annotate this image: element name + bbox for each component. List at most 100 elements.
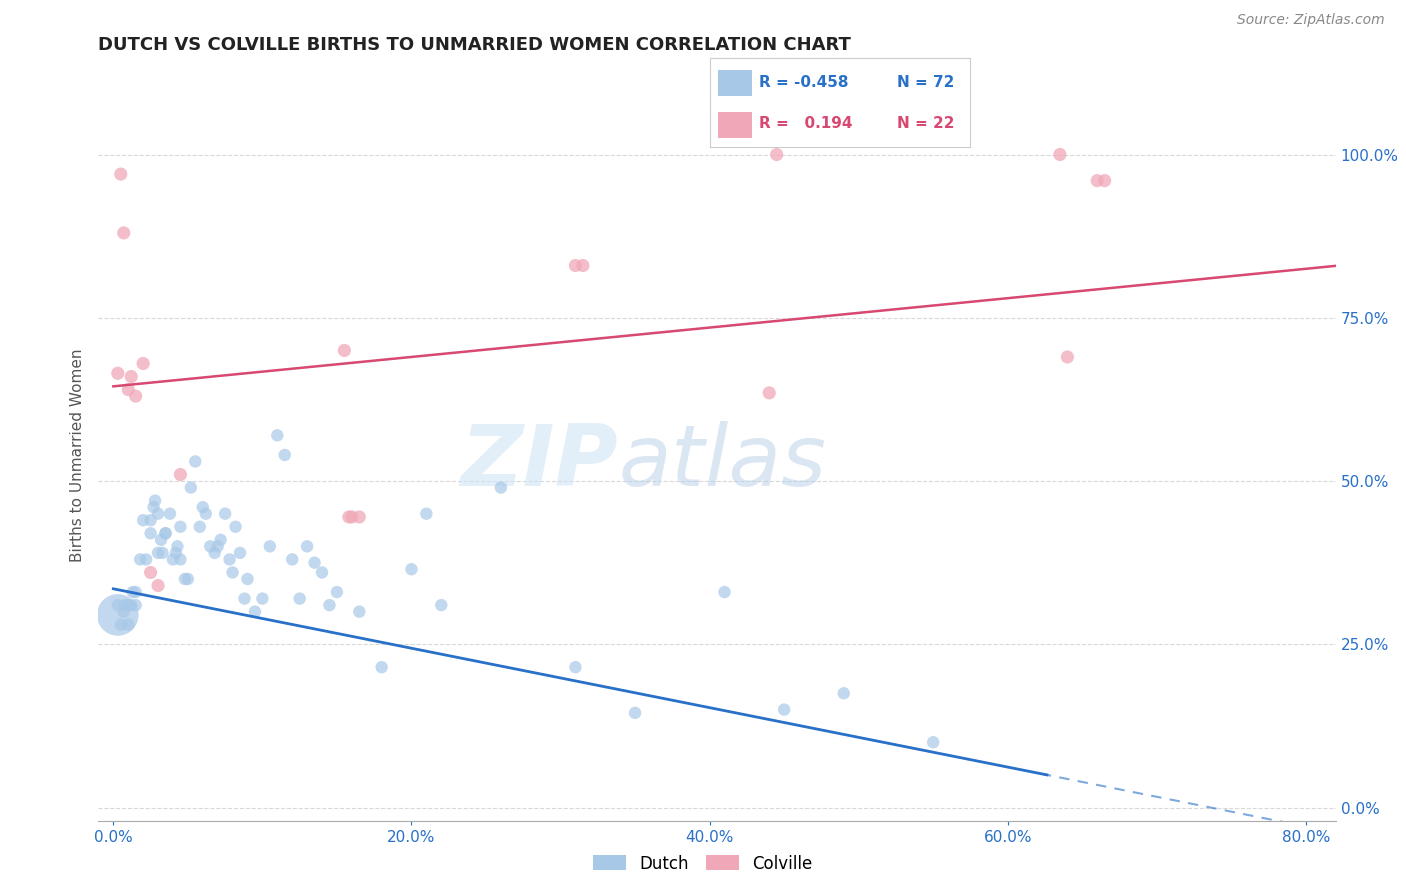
Point	[121, 585, 143, 599]
Point	[318, 598, 340, 612]
Point	[188, 520, 211, 534]
Y-axis label: Births to Unmarried Women: Births to Unmarried Women	[69, 348, 84, 562]
Point	[401, 562, 423, 576]
Text: N = 22: N = 22	[897, 116, 955, 130]
Point	[564, 660, 586, 674]
Point	[166, 539, 188, 553]
Point	[765, 147, 787, 161]
Point	[194, 507, 217, 521]
Point	[125, 389, 148, 403]
Text: R = -0.458: R = -0.458	[759, 76, 849, 90]
Point	[200, 539, 222, 553]
Point	[252, 591, 274, 606]
Point	[150, 533, 173, 547]
Point	[349, 510, 371, 524]
Point	[120, 369, 142, 384]
Point	[304, 556, 326, 570]
Point	[221, 566, 243, 580]
Point	[214, 507, 236, 521]
Point	[132, 513, 155, 527]
Point	[117, 598, 139, 612]
Point	[177, 572, 200, 586]
Point	[922, 735, 945, 749]
Point	[191, 500, 214, 515]
FancyBboxPatch shape	[718, 112, 752, 138]
Point	[832, 686, 855, 700]
Point	[295, 539, 318, 553]
Point	[259, 539, 281, 553]
Text: DUTCH VS COLVILLE BIRTHS TO UNMARRIED WOMEN CORRELATION CHART: DUTCH VS COLVILLE BIRTHS TO UNMARRIED WO…	[98, 36, 851, 54]
Point	[333, 343, 356, 358]
Point	[713, 585, 735, 599]
Point	[117, 617, 139, 632]
Point	[152, 546, 174, 560]
Point	[107, 366, 129, 380]
Point	[184, 454, 207, 468]
Point	[142, 500, 165, 515]
Point	[155, 526, 177, 541]
Point	[129, 552, 152, 566]
Point	[146, 578, 169, 592]
Point	[340, 510, 363, 524]
Point	[125, 598, 148, 612]
Point	[112, 226, 135, 240]
Point	[146, 507, 169, 521]
Point	[107, 598, 129, 612]
FancyBboxPatch shape	[718, 70, 752, 96]
Point	[169, 520, 191, 534]
Point	[173, 572, 195, 586]
Text: Source: ZipAtlas.com: Source: ZipAtlas.com	[1237, 13, 1385, 28]
Point	[139, 526, 162, 541]
Text: atlas: atlas	[619, 421, 827, 504]
Point	[572, 259, 595, 273]
Point	[236, 572, 259, 586]
Point	[135, 552, 157, 566]
Point	[564, 259, 586, 273]
Point	[143, 493, 166, 508]
Point	[110, 167, 132, 181]
Point	[132, 357, 155, 371]
Point	[120, 598, 142, 612]
Point	[159, 507, 181, 521]
Point	[107, 607, 129, 622]
Point	[1049, 147, 1071, 161]
Point	[758, 385, 780, 400]
Point	[370, 660, 392, 674]
Point	[624, 706, 647, 720]
Point	[162, 552, 184, 566]
Point	[218, 552, 240, 566]
Point	[114, 598, 136, 612]
Point	[311, 566, 333, 580]
Point	[229, 546, 252, 560]
Point	[326, 585, 349, 599]
Text: ZIP: ZIP	[460, 421, 619, 504]
Point	[430, 598, 453, 612]
Point	[274, 448, 297, 462]
Point	[117, 383, 139, 397]
Point	[112, 605, 135, 619]
Point	[165, 546, 187, 560]
Point	[204, 546, 226, 560]
Point	[773, 703, 796, 717]
Point	[225, 520, 247, 534]
Point	[337, 510, 360, 524]
Point	[489, 481, 512, 495]
Point	[1094, 174, 1116, 188]
Point	[233, 591, 256, 606]
Point	[139, 513, 162, 527]
Point	[146, 546, 169, 560]
Legend: Dutch, Colville: Dutch, Colville	[586, 848, 820, 880]
Point	[139, 566, 162, 580]
Point	[207, 539, 229, 553]
Point	[169, 467, 191, 482]
Text: R =   0.194: R = 0.194	[759, 116, 853, 130]
Point	[125, 585, 148, 599]
Point	[110, 617, 132, 632]
Point	[1085, 174, 1108, 188]
Point	[415, 507, 437, 521]
Point	[349, 605, 371, 619]
Point	[266, 428, 288, 442]
Point	[1056, 350, 1078, 364]
Point	[243, 605, 266, 619]
Point	[281, 552, 304, 566]
